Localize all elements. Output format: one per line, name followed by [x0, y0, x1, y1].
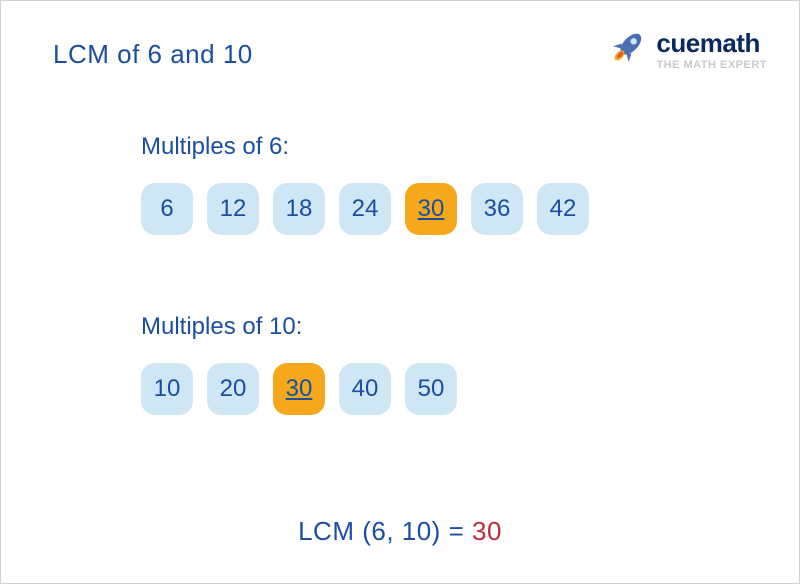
logo-brand-text: cuemath: [656, 28, 759, 59]
result-value: 30: [472, 516, 502, 546]
multiple-chip: 12: [207, 183, 259, 235]
section-label: Multiples of 6:: [141, 133, 589, 161]
multiple-chip: 36: [471, 183, 523, 235]
multiple-chip: 40: [339, 363, 391, 415]
brand-logo: cuemath THE MATH EXPERT: [606, 25, 767, 74]
multiple-chip: 24: [339, 183, 391, 235]
logo-tagline-text: THE MATH EXPERT: [656, 59, 767, 71]
multiples-of-10-section: Multiples of 10: 10 20 30 40 50: [141, 313, 457, 415]
multiple-chip: 42: [537, 183, 589, 235]
multiple-chip: 20: [207, 363, 259, 415]
multiple-chip-highlight: 30: [405, 183, 457, 235]
multiple-chip: 10: [141, 363, 193, 415]
page-title: LCM of 6 and 10: [53, 39, 253, 70]
multiple-chip: 6: [141, 183, 193, 235]
multiple-chip: 50: [405, 363, 457, 415]
multiple-chip: 18: [273, 183, 325, 235]
section-label: Multiples of 10:: [141, 313, 457, 341]
multiple-chip-highlight: 30: [273, 363, 325, 415]
chips-row-6: 6 12 18 24 30 36 42: [141, 183, 589, 235]
chips-row-10: 10 20 30 40 50: [141, 363, 457, 415]
multiples-of-6-section: Multiples of 6: 6 12 18 24 30 36 42: [141, 133, 589, 235]
result-prefix: LCM (6, 10) =: [298, 516, 472, 546]
result-line: LCM (6, 10) = 30: [1, 516, 799, 547]
rocket-icon: [606, 25, 650, 74]
